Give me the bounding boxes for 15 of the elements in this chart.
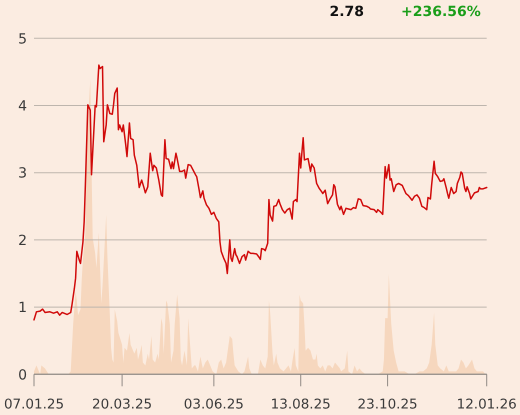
x-tick-label: 07.01.25 <box>4 396 64 412</box>
text: +236.56% <box>401 4 481 20</box>
x-tick-label: 13.08.25 <box>270 396 331 412</box>
y-tick-label: 3 <box>18 166 27 182</box>
x-tick-label: 03.06.25 <box>184 396 244 412</box>
x-tick-label: 20.03.25 <box>92 396 152 412</box>
y-tick-label: 1 <box>18 300 27 316</box>
x-tick-label: 12.01.26 <box>456 396 517 412</box>
y-tick-label: 2 <box>18 232 27 249</box>
text: 2.78 <box>329 4 364 20</box>
y-tick-label: 5 <box>18 31 27 48</box>
x-tick-label: 23.10.25 <box>358 396 418 412</box>
line-series <box>33 64 488 321</box>
y-tick-label: 4 <box>18 98 28 115</box>
y-tick-label: 0 <box>18 367 27 384</box>
